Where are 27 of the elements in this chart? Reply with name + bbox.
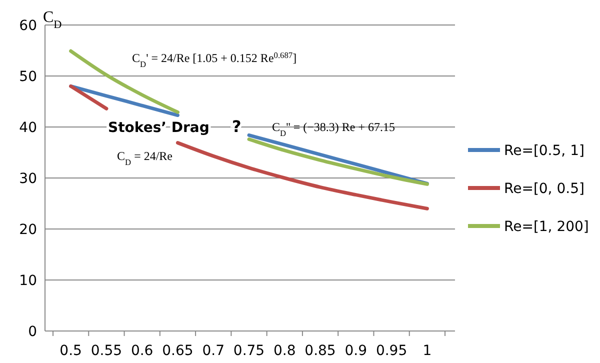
x-tick-label: 0.65 [162,343,194,359]
annotation: C$_{D}$ = 24/Re [117,149,173,166]
y-tick-label: 20 [19,222,37,238]
x-tick-label: 0.5 [60,343,82,359]
y-axis-title: C$_{D}$ [43,9,62,31]
y-tick-label: 30 [19,171,37,187]
x-tick-label: 0.8 [274,343,296,359]
y-tick-label: 40 [19,120,37,136]
x-tick-label: 0.95 [376,343,408,359]
x-tick-label: 0.7 [202,343,224,359]
legend-label: Re=[0.5, 1] [504,143,584,159]
legend-label: Re=[1, 200] [504,219,589,235]
y-tick-label: 60 [19,18,37,34]
y-tick-label: 0 [28,324,37,340]
y-tick-label: 50 [19,69,37,85]
legend-label: Re=[0, 0.5] [504,181,584,197]
x-tick-label: 0.75 [233,343,265,359]
annotation: C$_{D}$' = 24/Re [1.05 + 0.152 Re$^{0.687}$] [132,50,297,68]
x-tick-label: 0.85 [304,343,336,359]
annotation: ? [232,117,242,136]
annotation: Stokes’ Drag [108,120,210,136]
x-tick-label: 1 [422,343,432,359]
x-tick-label: 0.9 [344,343,368,359]
x-tick-label: 0.6 [130,343,154,359]
annotation: C$_{D}$'' = (−38.3) Re + 67.15 [272,120,396,138]
y-tick-label: 10 [19,273,37,289]
x-tick-label: 0.55 [90,343,122,359]
